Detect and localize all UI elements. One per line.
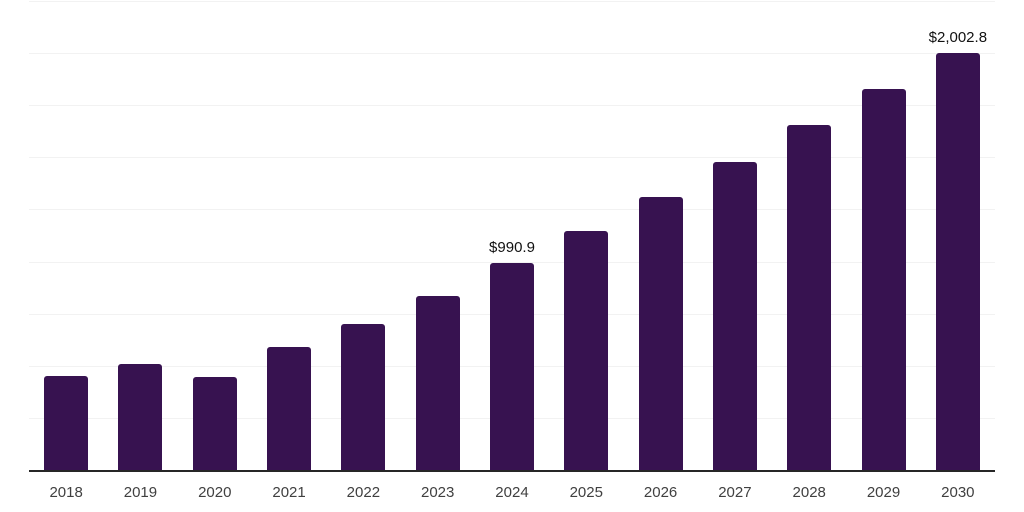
- tick-label-2021: 2021: [272, 484, 306, 501]
- bar-2024: [490, 263, 534, 470]
- value-label-2030: $2,002.8: [928, 28, 988, 46]
- tick-label-2022: 2022: [346, 484, 381, 501]
- gridline-1000: [29, 261, 995, 263]
- tick-label-2020: 2020: [198, 484, 232, 501]
- value-label-2024: $990.9: [489, 239, 535, 257]
- bar-2022: [341, 323, 386, 470]
- bar-2021: [267, 346, 312, 470]
- bar-2025: [564, 230, 609, 470]
- gridline-1250: [29, 209, 995, 211]
- bar-2023: [415, 295, 460, 470]
- plot-area: $990.9 $2,002.8: [29, 0, 995, 472]
- tick-label-2023: 2023: [420, 484, 455, 501]
- tick-label-2028: 2028: [792, 484, 826, 501]
- tick-label-2030: 2030: [941, 484, 975, 501]
- bar-2020: [192, 377, 237, 470]
- bar-2030: [935, 52, 980, 470]
- gridline-2250: [29, 1, 995, 2]
- gridline-1750: [29, 105, 995, 107]
- x-axis-line: [29, 470, 995, 472]
- tick-label-2019: 2019: [123, 484, 158, 501]
- bar-2029: [861, 88, 906, 470]
- tick-label-2027: 2027: [718, 484, 752, 501]
- tick-label-2029: 2029: [866, 484, 901, 501]
- tick-label-2026: 2026: [643, 484, 678, 501]
- tick-label-2025: 2025: [569, 484, 603, 501]
- bar-2028: [787, 125, 832, 470]
- gridline-2000: [29, 53, 995, 55]
- bar-2026: [638, 196, 683, 470]
- x-axis-tick-labels: 2018 2019 2020 2021 2022 2023 2024 2025 2026 2027…: [29, 484, 995, 504]
- gridline-1500: [29, 157, 995, 159]
- tick-label-2018: 2018: [49, 484, 83, 501]
- tick-label-2024: 2024: [495, 484, 529, 501]
- bar-2027: [712, 161, 757, 470]
- bar-2019: [118, 363, 163, 470]
- bar-2018: [44, 376, 89, 470]
